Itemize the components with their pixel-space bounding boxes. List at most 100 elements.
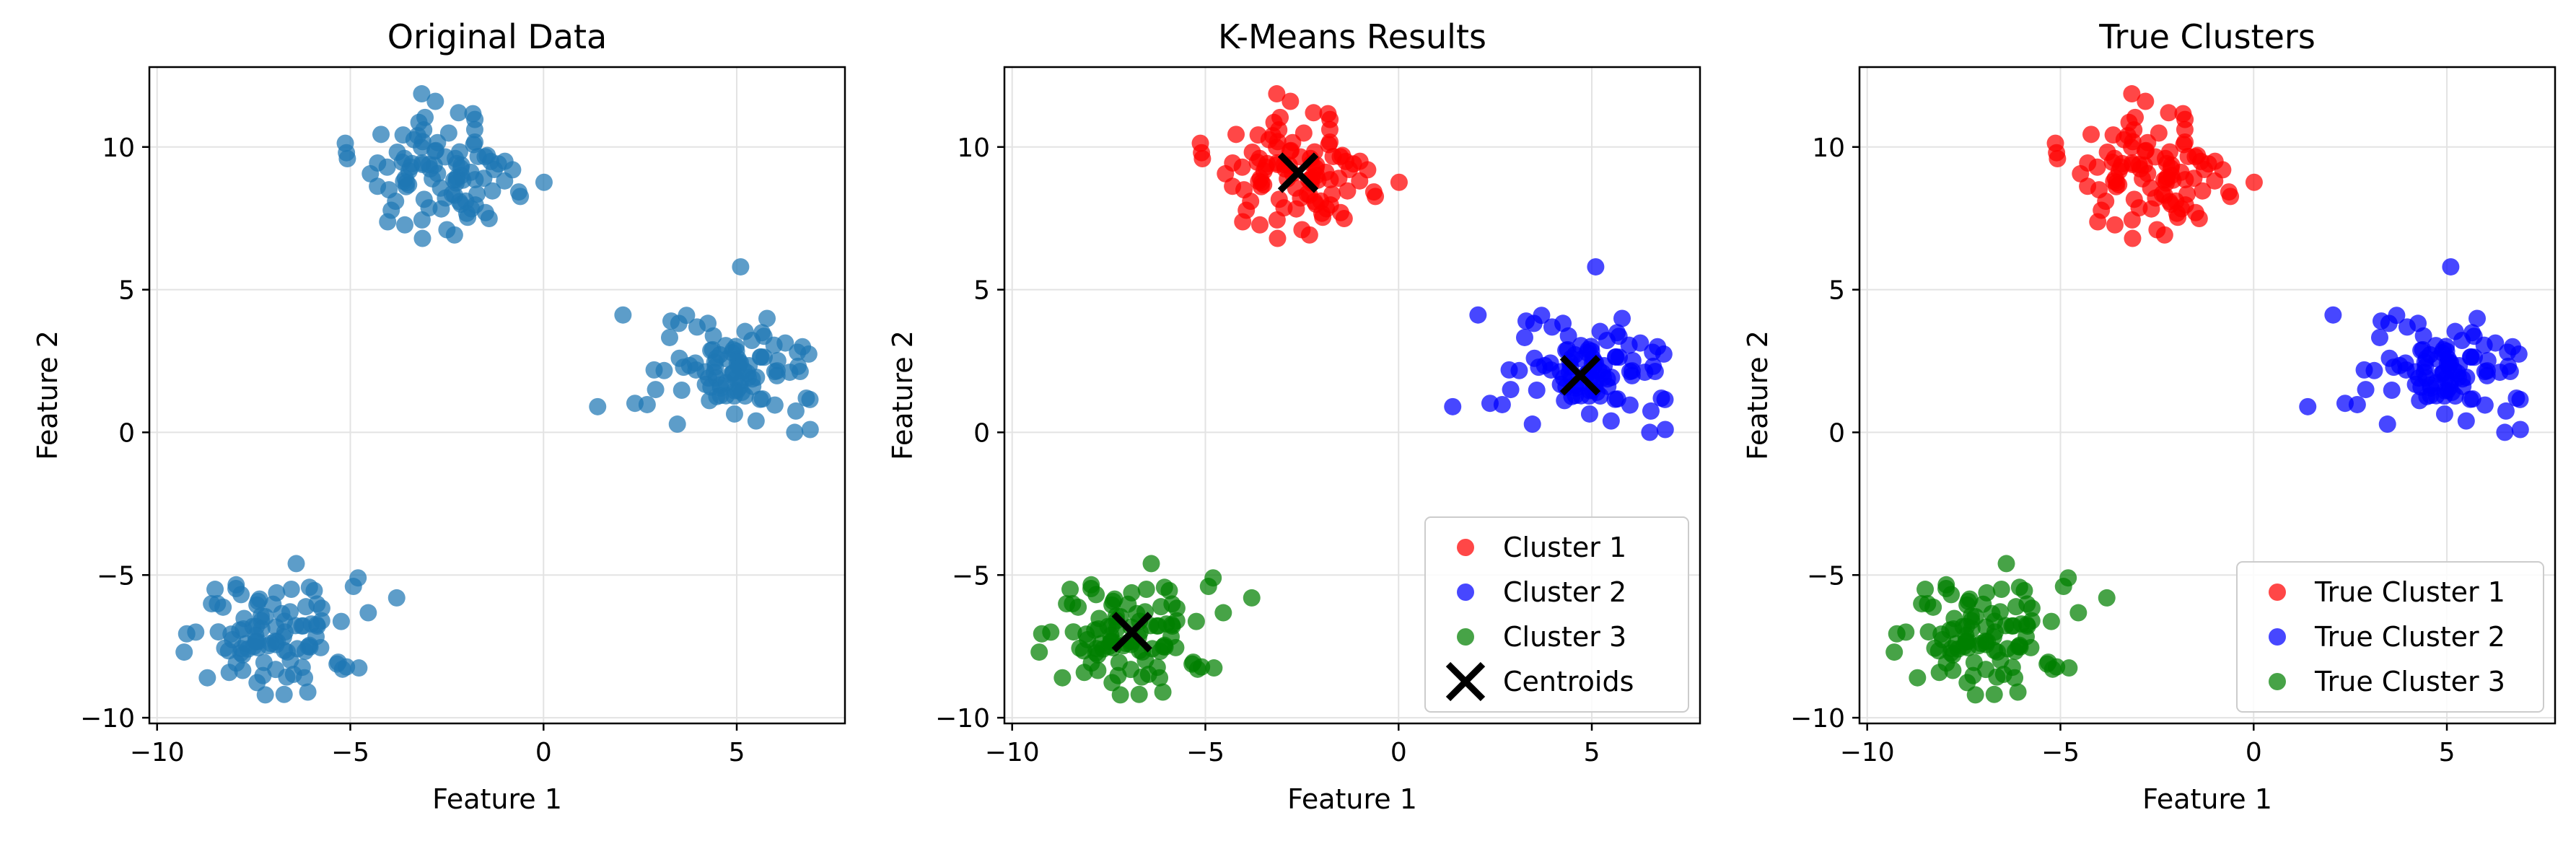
data-point — [1992, 580, 2010, 598]
data-point — [1183, 655, 1201, 673]
data-point — [305, 581, 323, 599]
data-point — [2007, 598, 2025, 616]
data-point — [2190, 209, 2208, 227]
axes-frame — [1003, 66, 1701, 725]
series-3 — [1030, 555, 1261, 704]
data-point — [1573, 350, 1591, 368]
data-point — [2038, 655, 2056, 673]
data-point — [256, 686, 274, 704]
data-point — [279, 643, 297, 661]
legend-marker — [2269, 628, 2286, 646]
data-point — [299, 683, 317, 701]
data-point — [1282, 92, 1300, 110]
y-tick-label: 0 — [1828, 418, 1845, 448]
data-point — [293, 617, 311, 635]
x-tick-label: 5 — [1584, 738, 1600, 767]
data-point — [1444, 397, 1462, 415]
data-point — [198, 669, 216, 687]
x-tick-label: 0 — [2246, 738, 2262, 767]
data-point — [1119, 595, 1137, 613]
data-point — [1656, 420, 1674, 439]
data-point — [638, 395, 656, 413]
legend-box — [2236, 561, 2544, 713]
data-point — [2348, 395, 2366, 413]
data-point — [469, 147, 487, 165]
data-point — [1364, 183, 1383, 201]
data-point — [1160, 581, 1178, 599]
data-point — [462, 163, 480, 181]
data-point — [336, 134, 354, 152]
data-point — [2245, 173, 2263, 191]
series-2 — [2299, 257, 2529, 441]
data-point — [387, 589, 406, 607]
data-point — [486, 160, 504, 178]
data-point — [2457, 412, 2475, 430]
data-point — [275, 685, 293, 703]
data-point — [2172, 163, 2190, 181]
data-point — [1339, 182, 1357, 200]
data-point — [1607, 348, 1625, 366]
data-point — [589, 397, 607, 415]
chart-1: −10 −5 0 5 −10 −5 0 5 10 Original Data Feature 1 Fe… — [32, 17, 846, 815]
data-point — [296, 669, 314, 687]
data-point — [1030, 643, 1048, 661]
data-point — [1942, 644, 1960, 662]
data-point — [175, 643, 193, 661]
data-point — [332, 612, 350, 630]
data-point — [350, 659, 368, 677]
x-axis-label: Feature 1 — [1287, 783, 1417, 815]
data-point — [1390, 173, 1408, 191]
y-tick-label: −10 — [1790, 704, 1845, 734]
data-point — [1559, 327, 1577, 345]
data-point — [1930, 664, 1948, 682]
legend-item: Cluster 2 — [1457, 576, 1626, 608]
data-point — [232, 644, 250, 662]
data-point — [1268, 85, 1286, 103]
data-point — [509, 183, 527, 201]
data-point — [1191, 134, 1209, 152]
data-point — [1324, 147, 1342, 165]
data-point — [2497, 402, 2515, 420]
data-point — [1075, 664, 1093, 682]
data-point — [1335, 209, 1353, 227]
data-point — [496, 172, 514, 190]
data-point — [1071, 639, 1089, 657]
data-point — [2357, 381, 2375, 399]
chart-title: True Clusters — [2098, 17, 2316, 56]
data-point — [1193, 149, 1212, 167]
data-point — [206, 581, 224, 599]
data-point — [1305, 104, 1323, 122]
data-point — [1205, 659, 1223, 677]
data-point — [751, 390, 769, 408]
data-point — [2194, 182, 2212, 200]
legend-label: Cluster 1 — [1503, 532, 1626, 563]
data-point — [483, 182, 501, 200]
data-point — [1312, 192, 1330, 210]
data-point — [2461, 390, 2479, 408]
data-point — [255, 653, 273, 672]
data-point — [2220, 183, 2238, 201]
data-point — [2124, 133, 2142, 151]
data-point — [1523, 415, 1541, 433]
data-point — [282, 580, 300, 598]
data-point — [1641, 423, 1659, 441]
y-tick-label: 10 — [102, 133, 135, 163]
data-point — [457, 192, 475, 210]
data-point — [1888, 625, 1906, 643]
data-point — [1187, 612, 1205, 630]
data-point — [1937, 579, 1955, 597]
data-point — [1167, 612, 1186, 630]
data-point — [328, 655, 346, 673]
data-point — [1528, 382, 1546, 400]
series-3 — [1885, 555, 2116, 704]
data-point — [2082, 126, 2100, 144]
y-tick-label: 10 — [1812, 133, 1845, 163]
data-point — [439, 124, 457, 142]
data-point — [2079, 154, 2097, 172]
data-point — [1151, 669, 1169, 687]
data-point — [2462, 348, 2480, 366]
data-point — [466, 110, 484, 128]
legend-item: True Cluster 2 — [2269, 621, 2505, 653]
data-point — [1493, 395, 1511, 413]
y-tick-label: −10 — [80, 704, 135, 734]
